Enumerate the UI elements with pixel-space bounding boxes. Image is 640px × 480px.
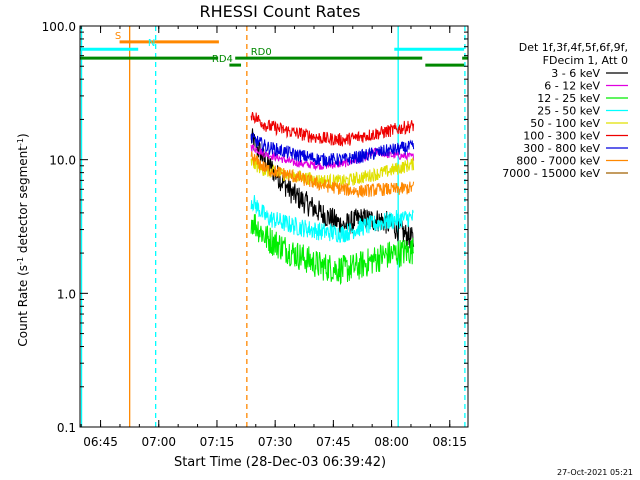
y-axis-ticks: 0.1 1.0 10.0 100.0 (42, 20, 468, 435)
flag-label-rd0: RD0 (251, 47, 272, 58)
legend-label-800-7000-kev: 800 - 7000 keV (516, 155, 600, 168)
y-tick-label-1-0: 1.0 (57, 287, 76, 301)
x-tick-label-07-30: 07:30 (258, 435, 293, 449)
flag-label-rd4: RD4 (212, 54, 233, 65)
y-axis-label-sup-1: -1 (16, 257, 25, 265)
y-axis-label-sup-2: -1 (16, 138, 25, 146)
flag-label-n: N (148, 38, 155, 49)
x-tick-label-07-00: 07:00 (141, 435, 176, 449)
x-tick-label-07-45: 07:45 (316, 435, 351, 449)
legend-label-12-25-kev: 12 - 25 keV (537, 92, 600, 105)
chart-title: RHESSI Count Rates (200, 2, 361, 21)
y-axis-label: Count Rate (s-1 detector segment-1) (16, 133, 31, 346)
x-tick-label-08-15: 08:15 (432, 435, 467, 449)
series-line-6-12-kev (250, 144, 415, 171)
legend: Det 1f,3f,4f,5f,6f,9f, FDecim 1, Att 0 3… (502, 41, 628, 180)
series-line-800-7000-kev (250, 150, 415, 198)
y-tick-label-100-0: 100.0 (42, 20, 76, 34)
x-axis-label: Start Time (28-Dec-03 06:39:42) (174, 455, 386, 470)
x-axis-ticks: 06:45 07:00 07:15 07:30 07:45 08:00 08:15 (80, 26, 467, 449)
x-tick-label-07-15: 07:15 (200, 435, 235, 449)
legend-label-6-12-kev: 6 - 12 keV (544, 80, 600, 93)
series-line-12-25-kev (250, 214, 415, 286)
legend-header-detectors: Det 1f,3f,4f,5f,6f,9f, (519, 41, 628, 54)
x-tick-label-06-45: 06:45 (83, 435, 118, 449)
x-tick-label-08-00: 08:00 (374, 435, 409, 449)
y-tick-label-0-1: 0.1 (57, 421, 76, 435)
legend-label-3-6-kev: 3 - 6 keV (551, 67, 600, 80)
series-lines (250, 111, 415, 286)
legend-label-50-100-kev: 50 - 100 keV (530, 117, 600, 130)
series-line-300-800-kev (250, 132, 415, 168)
series-line-100-300-kev (250, 111, 415, 147)
y-axis-label-part-3: ) (16, 133, 30, 138)
flag-bars: S N RD0 RD4 (80, 31, 468, 67)
legend-label-25-50-kev: 25 - 50 keV (537, 105, 600, 118)
y-tick-label-10-0: 10.0 (49, 154, 76, 168)
series-line-25-50-kev (250, 194, 414, 243)
legend-label-300-800-kev: 300 - 800 keV (523, 142, 600, 155)
legend-label-100-300-kev: 100 - 300 keV (523, 130, 600, 143)
timestamp: 27-Oct-2021 05:21 (557, 468, 633, 477)
flag-label-s: S (115, 31, 121, 42)
y-axis-label-part-1: Count Rate (s (16, 265, 30, 347)
legend-header-fdecim: FDecim 1, Att 0 (543, 54, 628, 67)
legend-label-7000-15000-kev: 7000 - 15000 keV (502, 167, 600, 180)
y-axis-label-part-2: detector segment (16, 146, 30, 257)
plot-frame (79, 25, 469, 428)
